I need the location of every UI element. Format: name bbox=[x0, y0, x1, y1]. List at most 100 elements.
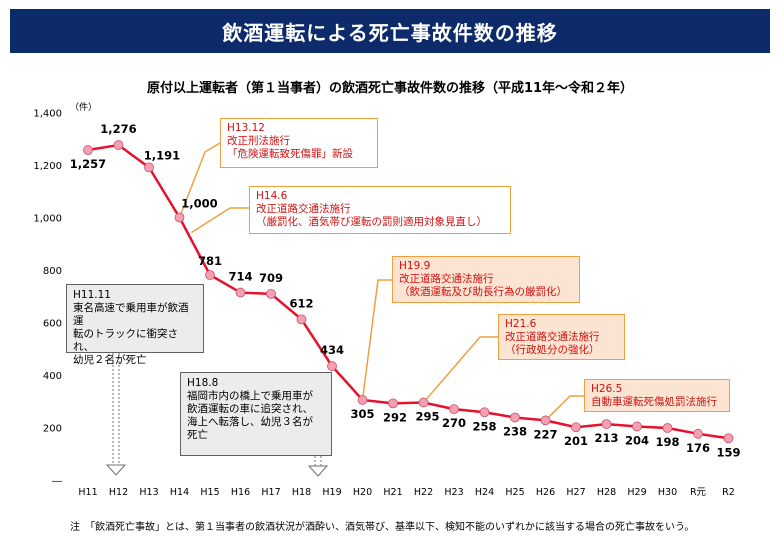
data-point bbox=[723, 433, 734, 444]
annotation-h13: H13.12 改正刑法施行 「危険運転致死傷罪」新設 bbox=[220, 118, 378, 168]
data-label: 227 bbox=[533, 427, 557, 441]
x-tick-label: H22 bbox=[414, 487, 433, 498]
data-point bbox=[601, 419, 612, 429]
title-banner: 飲酒運転による死亡事故件数の推移 bbox=[10, 9, 770, 53]
data-point bbox=[327, 361, 337, 371]
x-tick-label: H19 bbox=[322, 487, 341, 498]
data-point bbox=[418, 397, 429, 408]
leader-line-h21 bbox=[422, 336, 498, 404]
leader-line-h19 bbox=[361, 279, 392, 401]
annotation-line: H13.12 bbox=[227, 122, 265, 134]
y-tick-label: ― bbox=[52, 476, 62, 487]
data-label: 781 bbox=[198, 254, 222, 268]
annotation-line: 改正刑法施行 bbox=[227, 135, 290, 147]
y-tick-label: 1,400 bbox=[33, 109, 62, 120]
data-label: 176 bbox=[686, 441, 710, 455]
data-label: 714 bbox=[228, 270, 252, 284]
chart-subtitle: 原付以上運転者（第１当事者）の飲酒死亡事故件数の推移（平成11年～令和２年） bbox=[146, 81, 634, 96]
x-tick-label: H21 bbox=[383, 487, 402, 498]
data-label: 198 bbox=[655, 435, 679, 449]
data-point bbox=[83, 145, 93, 155]
y-tick-label: 800 bbox=[43, 266, 62, 277]
data-label: 204 bbox=[625, 433, 649, 447]
leader-line-h26 bbox=[544, 395, 584, 421]
annotation-line: 幼児２名が死亡 bbox=[73, 354, 147, 366]
data-label: 270 bbox=[442, 416, 466, 430]
x-tick-label: H13 bbox=[139, 487, 158, 498]
x-tick-label: H15 bbox=[200, 487, 219, 498]
page-title: 飲酒運転による死亡事故件数の推移 bbox=[222, 20, 558, 45]
data-label: 159 bbox=[716, 445, 740, 459]
x-tick-label: R2 bbox=[722, 487, 735, 498]
x-tick-label: H18 bbox=[292, 487, 311, 498]
y-tick-label: 200 bbox=[43, 424, 62, 435]
data-point bbox=[479, 407, 490, 418]
x-tick-label: H23 bbox=[444, 487, 463, 498]
x-tick-label: H25 bbox=[505, 487, 524, 498]
data-point bbox=[510, 412, 520, 423]
x-tick-label: H27 bbox=[566, 487, 585, 498]
y-tick-label: 400 bbox=[43, 371, 62, 382]
x-tick-label: H11 bbox=[78, 487, 97, 498]
x-tick-label: H26 bbox=[536, 487, 555, 498]
annotation-line: （厳罰化、酒気帯び運転の罰則適用対象見直し） bbox=[256, 216, 487, 228]
annotation-line: 東名高速で乗用車が飲酒運 bbox=[73, 302, 189, 327]
annotation-line: 転のトラックに衝突され、 bbox=[73, 328, 178, 353]
annotation-line: 改正道路交通法施行 bbox=[399, 273, 494, 285]
annotation-line: （行政処分の強化） bbox=[505, 344, 600, 356]
data-label: 709 bbox=[259, 271, 283, 285]
annotation-line: 福岡市内の橋上で乗用車が bbox=[187, 390, 313, 402]
annotation-line: 「危険運転致死傷罪」新設 bbox=[227, 148, 353, 160]
annotation-line: 飲酒運転の車に追突され、 bbox=[187, 403, 314, 415]
x-tick-label: H29 bbox=[627, 487, 646, 498]
annotation-line: 改正道路交通法施行 bbox=[505, 331, 600, 343]
annotation-line: H11.11 bbox=[73, 289, 111, 301]
x-tick-label: H14 bbox=[170, 487, 189, 498]
data-point bbox=[571, 422, 581, 433]
annotation-line: H26.5 bbox=[591, 383, 623, 395]
data-label: 612 bbox=[289, 296, 313, 310]
data-point bbox=[144, 162, 154, 173]
annotation-line: 改正道路交通法施行 bbox=[256, 203, 351, 215]
leader-line-h14 bbox=[191, 207, 249, 234]
annotation-line: 自動車運転死傷処罰法施行 bbox=[591, 396, 717, 408]
annotation-line: H21.6 bbox=[505, 318, 537, 330]
data-label: 1,000 bbox=[181, 197, 217, 211]
annotation-h26: H26.5 自動車運転死傷処罰法施行 bbox=[584, 379, 730, 412]
annotation-h19: H19.9 改正道路交通法施行 （飲酒運転及び助長行為の厳罰化） bbox=[392, 256, 580, 303]
annotation-line: H14.6 bbox=[256, 190, 288, 202]
data-point bbox=[205, 270, 215, 280]
data-point bbox=[174, 212, 185, 223]
x-tick-label: H12 bbox=[109, 487, 128, 498]
data-label: 292 bbox=[383, 410, 407, 424]
data-point bbox=[357, 395, 368, 405]
y-unit-label: （件） bbox=[70, 103, 98, 113]
down-arrow-icon bbox=[307, 465, 329, 477]
x-tick-label: H16 bbox=[231, 487, 250, 498]
annotation-line: 海上へ転落し、幼児３名が bbox=[187, 416, 313, 428]
x-tick-label: H30 bbox=[658, 487, 677, 498]
x-tick-label: H24 bbox=[475, 487, 494, 498]
footnote: 注 「飲酒死亡事故」とは、第１当事者の飲酒状況が酒酔い、酒気帯び、基準以下、検知… bbox=[70, 522, 695, 533]
y-tick-label: 1,200 bbox=[33, 161, 62, 172]
data-point bbox=[388, 398, 398, 409]
data-point bbox=[449, 404, 459, 415]
x-tick-label: H17 bbox=[261, 487, 280, 498]
data-label: 434 bbox=[320, 343, 344, 357]
data-point bbox=[662, 423, 673, 433]
data-point bbox=[540, 415, 551, 426]
data-point bbox=[113, 140, 124, 150]
data-point bbox=[266, 288, 276, 299]
annotation-line: H18.8 bbox=[187, 377, 219, 389]
annotation-line: H19.9 bbox=[399, 260, 431, 272]
annotation-line: 死亡 bbox=[187, 429, 208, 441]
data-label: 295 bbox=[415, 410, 439, 424]
annotation-h14: H14.6 改正道路交通法施行 （厳罰化、酒気帯び運転の罰則適用対象見直し） bbox=[249, 186, 511, 234]
x-tick-label: R元 bbox=[690, 487, 707, 498]
data-label: 1,276 bbox=[100, 122, 136, 136]
y-tick-label: 600 bbox=[43, 319, 62, 330]
data-label: 1,257 bbox=[70, 157, 106, 171]
y-tick-label: 1,000 bbox=[33, 214, 62, 225]
x-tick-label: H28 bbox=[597, 487, 616, 498]
